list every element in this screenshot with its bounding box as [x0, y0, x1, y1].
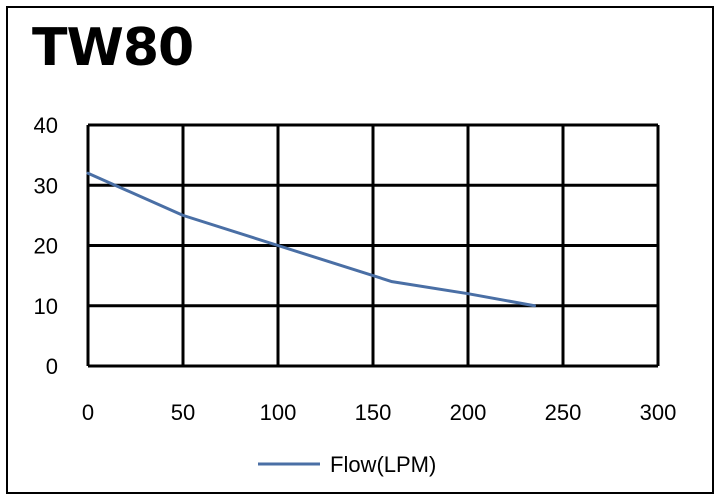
series-line [86, 171, 536, 308]
y-tick-label: 20 [34, 234, 58, 259]
x-tick-label: 50 [171, 400, 195, 425]
y-tick-label: 40 [34, 113, 58, 138]
x-tick-label: 300 [640, 400, 677, 425]
y-tick-label: 10 [34, 294, 58, 319]
chart-frame [6, 6, 714, 494]
y-tick-labels: 0 10 20 30 40 [34, 113, 58, 379]
x-tick-label: 0 [82, 400, 94, 425]
legend-label: Flow(LPM) [330, 452, 436, 477]
x-tick-label: 250 [545, 400, 582, 425]
x-tick-label: 150 [355, 400, 392, 425]
y-tick-label: 30 [34, 173, 58, 198]
legend: Flow(LPM) [258, 452, 436, 477]
chart-title: TW80 [32, 18, 194, 78]
grid [86, 123, 660, 368]
x-tick-label: 200 [450, 400, 487, 425]
x-tick-label: 100 [260, 400, 297, 425]
x-tick-labels: 0 50 100 150 200 250 300 [82, 400, 676, 425]
y-tick-label: 0 [46, 354, 58, 379]
series-lines [86, 171, 536, 308]
